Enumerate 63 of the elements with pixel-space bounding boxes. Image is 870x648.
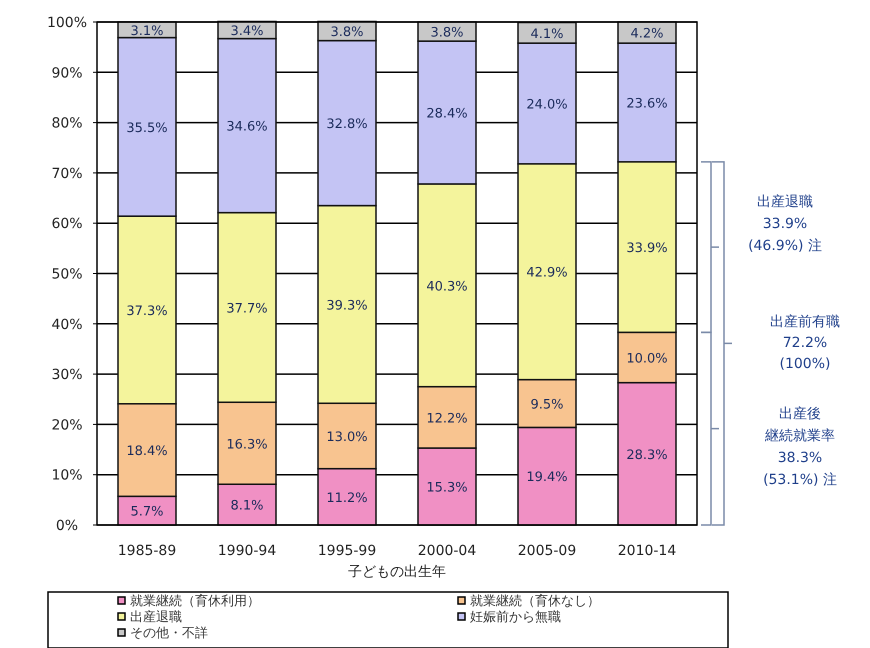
legend-label: 就業継続（育休利用）: [130, 593, 260, 609]
data-label: 8.1%: [230, 498, 264, 514]
y-tick-label: 0%: [56, 518, 78, 534]
text: (46.9%) 注: [748, 238, 822, 254]
data-label: 23.6%: [626, 96, 668, 112]
data-label: 16.3%: [226, 437, 268, 452]
data-label: 18.4%: [126, 444, 168, 460]
x-tick-label: 2005-09: [518, 543, 576, 559]
text: 38.3%: [778, 450, 822, 466]
data-label: 28.3%: [626, 448, 668, 463]
y-tick-label: 90%: [51, 65, 83, 82]
x-axis-title: 子どもの出生年: [348, 564, 446, 580]
data-label: 11.2%: [326, 490, 368, 506]
data-label: 35.5%: [126, 120, 168, 136]
data-label: 37.3%: [126, 304, 168, 319]
legend-label: 就業継続（育休なし）: [470, 593, 600, 609]
text: (100%): [780, 356, 830, 372]
legend-label: 出産退職: [130, 609, 182, 625]
data-label: 32.8%: [326, 117, 368, 132]
text: 出産前有職: [770, 314, 840, 330]
data-label: 15.3%: [426, 480, 468, 496]
data-label: 5.7%: [130, 504, 164, 520]
x-tick-label: 2010-14: [618, 543, 676, 559]
data-label: 42.9%: [526, 266, 568, 281]
y-tick-label: 10%: [51, 468, 83, 484]
data-label: 3.4%: [230, 24, 264, 40]
text: 継続就業率: [764, 428, 835, 444]
data-label: 33.9%: [626, 241, 668, 256]
x-tick-label: 1985-89: [118, 543, 176, 559]
data-label: 13.0%: [326, 430, 368, 445]
y-tick-label: 30%: [51, 367, 83, 384]
data-label: 28.4%: [426, 106, 468, 122]
y-tick-label: 20%: [51, 417, 83, 434]
data-label: 3.8%: [330, 25, 364, 40]
y-tick-label: 100%: [46, 15, 88, 31]
y-tick-label: 40%: [51, 316, 83, 333]
text: (53.1%) 注: [763, 472, 837, 488]
y-tick-label: 50%: [51, 266, 83, 282]
data-label: 12.2%: [426, 411, 468, 426]
text: 出産退職: [757, 194, 813, 210]
text: 33.9%: [762, 216, 808, 232]
data-label: 39.3%: [326, 298, 368, 314]
data-label: 34.6%: [226, 120, 268, 135]
data-label: 19.4%: [526, 470, 568, 486]
data-label: 3.8%: [430, 26, 464, 41]
text: 72.2%: [782, 335, 828, 351]
data-label: 9.5%: [530, 398, 564, 413]
data-label: 40.3%: [426, 279, 468, 294]
x-tick-label: 2000-04: [418, 543, 476, 559]
x-tick-label: 1990-94: [218, 543, 276, 559]
x-tick-label: 1995-99: [318, 543, 376, 559]
y-tick-label: 80%: [51, 116, 83, 132]
data-label: 10.0%: [626, 352, 668, 366]
data-label: 24.0%: [526, 97, 568, 112]
text: 出産後: [779, 406, 821, 422]
data-label: 3.1%: [130, 24, 164, 39]
legend-label: その他・不詳: [130, 626, 208, 641]
y-tick-label: 60%: [51, 216, 83, 232]
legend-label: 妊娠前から無職: [470, 610, 561, 625]
y-tick-label: 70%: [51, 166, 83, 182]
data-label: 4.2%: [630, 26, 664, 42]
data-label: 4.1%: [530, 26, 564, 42]
data-label: 37.7%: [226, 301, 268, 316]
